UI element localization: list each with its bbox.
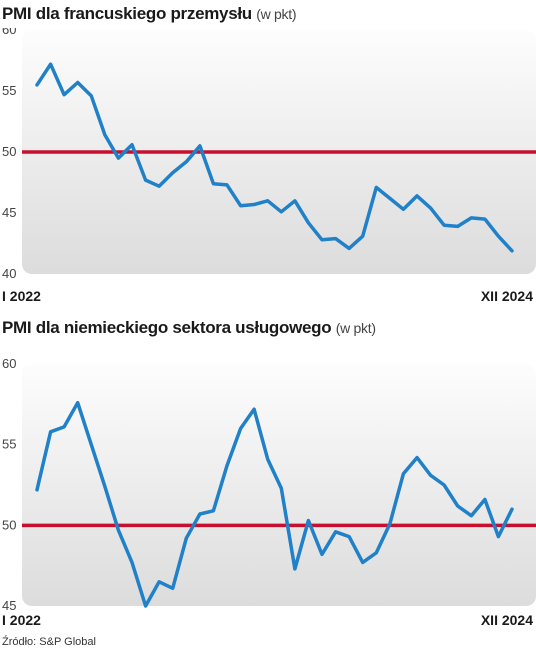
data-point	[117, 156, 120, 160]
data-point	[157, 184, 161, 188]
data-point	[62, 93, 66, 96]
data-point	[470, 216, 473, 220]
data-point	[90, 94, 93, 98]
data-point	[266, 199, 269, 202]
source-note: Źródło: S&P Global	[2, 636, 96, 648]
data-point	[375, 186, 378, 189]
data-point	[402, 472, 405, 475]
data-point	[280, 210, 283, 213]
series-line	[35, 400, 514, 608]
chart-2-unit: (w pkt)	[335, 320, 376, 336]
data-point	[198, 512, 202, 516]
data-point	[144, 604, 147, 608]
data-point	[402, 208, 405, 211]
y-tick-label: 50	[2, 517, 16, 532]
data-point	[483, 217, 487, 221]
y-tick-label: 45	[2, 205, 16, 220]
data-point	[456, 225, 459, 228]
data-point	[307, 221, 310, 224]
data-point	[252, 407, 256, 411]
x-start-label: I 2022	[2, 288, 41, 304]
data-point	[130, 561, 134, 564]
data-point	[483, 498, 487, 501]
y-tick-label: 40	[2, 266, 16, 281]
data-point	[35, 83, 39, 87]
data-point	[103, 133, 107, 137]
data-point	[415, 456, 419, 459]
data-point	[456, 504, 459, 508]
y-tick-label: 60	[2, 28, 16, 37]
data-point	[429, 474, 432, 477]
data-point	[103, 485, 107, 488]
data-point	[361, 561, 364, 564]
chart-1-title-block: PMI dla francuskiego przemysłu (w pkt)	[2, 4, 297, 24]
data-point	[334, 530, 337, 533]
data-point	[375, 551, 378, 554]
data-point	[510, 249, 514, 253]
data-point	[497, 234, 500, 238]
chart-1-french-manufacturing-pmi: 40 45 50 55 60 I 2022 XII 2024	[2, 28, 536, 304]
data-point	[76, 81, 79, 84]
x-end-label: XII 2024	[481, 612, 533, 628]
chart-2-title: PMI dla niemieckiego sektora usługowego	[2, 318, 332, 337]
series-line	[35, 62, 514, 253]
data-point	[347, 535, 351, 538]
data-point	[497, 535, 500, 538]
data-point	[171, 171, 174, 174]
data-point	[266, 457, 269, 461]
data-point	[185, 160, 188, 163]
data-point	[320, 553, 324, 556]
data-point	[49, 62, 52, 66]
data-point	[334, 237, 337, 240]
data-point	[225, 464, 229, 467]
data-point	[185, 537, 188, 540]
data-point	[225, 183, 229, 187]
data-point	[361, 234, 364, 238]
chart-1-unit: (w pkt)	[256, 6, 297, 22]
data-point	[252, 203, 256, 206]
data-point	[117, 528, 120, 532]
data-point	[293, 567, 297, 571]
chart-2-german-services-pmi: 45 50 55 60 I 2022 XII 2024	[2, 356, 536, 628]
data-point	[388, 522, 392, 525]
y-tick-label: 45	[2, 598, 16, 613]
data-point	[239, 204, 242, 207]
data-point	[320, 238, 324, 242]
data-point	[35, 488, 39, 492]
data-point	[62, 425, 66, 429]
y-tick-label: 60	[2, 356, 16, 371]
data-point	[510, 508, 514, 511]
data-point	[49, 430, 52, 433]
data-point	[429, 206, 432, 210]
data-point	[198, 144, 202, 148]
chart-2-title-block: PMI dla niemieckiego sektora usługowego …	[2, 318, 376, 338]
x-end-label: XII 2024	[481, 288, 533, 304]
data-point	[76, 401, 79, 404]
y-tick-label: 50	[2, 144, 16, 159]
y-tick-label: 55	[2, 437, 16, 452]
data-point	[347, 247, 351, 250]
data-point	[171, 587, 174, 590]
data-point	[144, 178, 147, 182]
data-point	[307, 519, 310, 522]
data-point	[470, 514, 473, 517]
data-point	[157, 580, 161, 583]
data-point	[90, 443, 93, 446]
data-point	[388, 197, 392, 200]
data-point	[415, 194, 419, 198]
data-point	[130, 143, 134, 146]
data-point	[442, 483, 446, 487]
data-point	[239, 427, 242, 430]
data-point	[280, 487, 283, 490]
data-point	[293, 199, 297, 202]
data-point	[212, 509, 215, 513]
data-point	[212, 182, 215, 185]
data-point	[442, 224, 446, 227]
x-start-label: I 2022	[2, 612, 41, 628]
chart-1-title: PMI dla francuskiego przemysłu	[2, 4, 252, 23]
y-tick-label: 55	[2, 83, 16, 98]
